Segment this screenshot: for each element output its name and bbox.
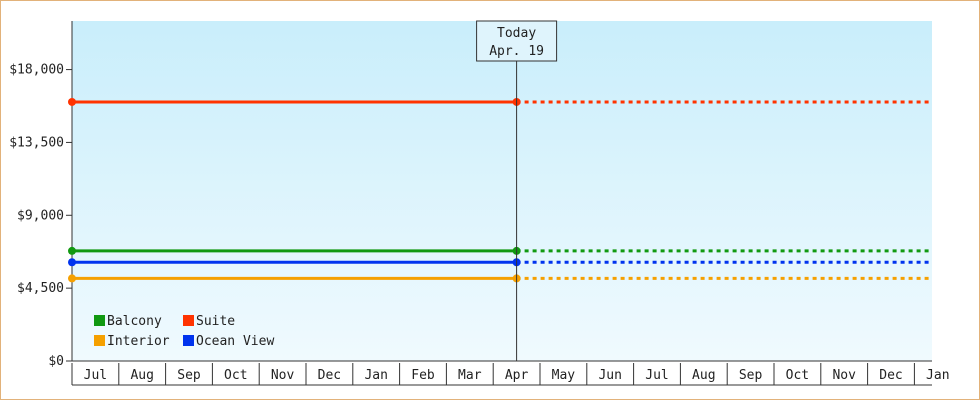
today-marker: Today Apr. 19	[476, 20, 558, 361]
y-tick-label: $9,000	[17, 208, 64, 223]
series-lines	[68, 97, 932, 283]
month-label: Jan	[364, 368, 387, 383]
legend: Balcony Suite Interior Ocean View	[94, 314, 274, 349]
month-label: Aug	[130, 368, 153, 383]
y-tick-label: $18,000	[9, 63, 64, 78]
month-label: Nov	[271, 368, 295, 383]
month-label: Jun	[598, 368, 621, 383]
month-label: Apr	[505, 368, 529, 383]
month-label: Dec	[879, 368, 902, 383]
month-label: May	[552, 368, 576, 383]
month-label: Jan	[926, 368, 949, 383]
legend-swatch	[183, 315, 194, 326]
legend-item: Ocean View	[183, 334, 274, 349]
month-label: Sep	[177, 368, 201, 383]
series-point-start	[68, 274, 76, 283]
today-label-box	[476, 20, 558, 62]
month-label: Feb	[411, 368, 435, 383]
legend-swatch	[94, 315, 105, 326]
month-label: Aug	[692, 368, 715, 383]
month-label: Jul	[84, 368, 107, 383]
series-point-start	[68, 97, 76, 106]
today-label-line1: Today	[497, 26, 536, 41]
series-point-start	[68, 258, 76, 267]
month-label: Sep	[739, 368, 763, 383]
legend-label: Suite	[196, 314, 235, 329]
legend-item: Balcony	[94, 314, 162, 329]
month-label: Mar	[458, 368, 482, 383]
legend-swatch	[94, 335, 105, 346]
month-label: Jul	[645, 368, 668, 383]
plot-background	[72, 21, 932, 361]
month-label: Dec	[318, 368, 341, 383]
legend-label: Interior	[107, 334, 170, 349]
y-tick-label: $4,500	[17, 281, 64, 296]
legend-item: Suite	[183, 314, 235, 329]
month-label: Oct	[224, 368, 247, 383]
today-label-line2: Apr. 19	[489, 44, 544, 59]
month-label: Oct	[786, 368, 809, 383]
y-axis: $0 $4,500 $9,000 $13,500 $18,000	[9, 21, 73, 369]
series-point-start	[68, 246, 76, 255]
legend-label: Ocean View	[196, 334, 274, 349]
legend-label: Balcony	[107, 314, 162, 329]
legend-swatch	[183, 335, 194, 346]
month-label: Nov	[832, 368, 856, 383]
series-ocean-view	[68, 258, 932, 267]
y-tick-label: $13,500	[9, 135, 64, 150]
legend-item: Interior	[94, 334, 170, 349]
y-tick-label: $0	[48, 354, 64, 369]
x-axis: Jul Aug Sep Oct Nov Dec Jan Feb Mar Apr May Jun Jul A…	[71, 360, 950, 386]
